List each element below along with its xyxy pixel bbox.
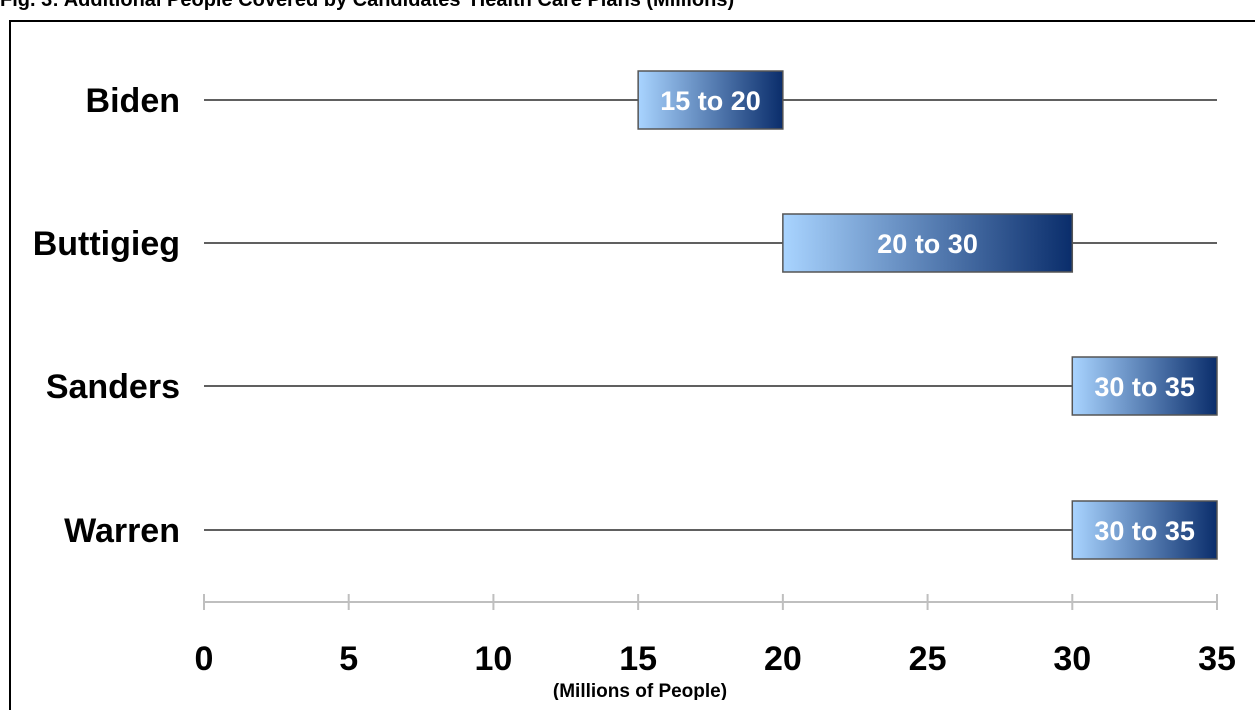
- chart-frame: [9, 20, 1255, 710]
- x-tick-label: 5: [339, 640, 358, 678]
- chart-title: Fig. 3: Additional People Covered by Can…: [0, 0, 735, 11]
- x-tick-label: 30: [1053, 640, 1091, 678]
- bar-label-sanders: 30 to 35: [1094, 372, 1195, 402]
- x-tick-label: 15: [619, 640, 657, 678]
- x-tick-label: 20: [764, 640, 802, 678]
- x-tick-label: 0: [195, 640, 214, 678]
- range-bar-warren: [1071, 500, 1218, 560]
- range-bar-sanders: [1071, 356, 1218, 416]
- bar-label-biden: 15 to 20: [660, 86, 761, 116]
- bar-label-warren: 30 to 35: [1094, 516, 1195, 546]
- x-tick-label: 35: [1198, 640, 1236, 678]
- category-label-buttigieg: Buttigieg: [33, 225, 180, 263]
- category-label-sanders: Sanders: [46, 368, 180, 406]
- category-label-biden: Biden: [86, 82, 180, 120]
- category-label-warren: Warren: [64, 512, 180, 550]
- range-bar-biden: [637, 70, 784, 130]
- range-bar-buttigieg: [782, 213, 1074, 273]
- bar-label-buttigieg: 20 to 30: [877, 229, 978, 259]
- x-tick-label: 25: [909, 640, 947, 678]
- x-tick-label: 10: [475, 640, 513, 678]
- x-axis-title: (Millions of People): [553, 681, 727, 700]
